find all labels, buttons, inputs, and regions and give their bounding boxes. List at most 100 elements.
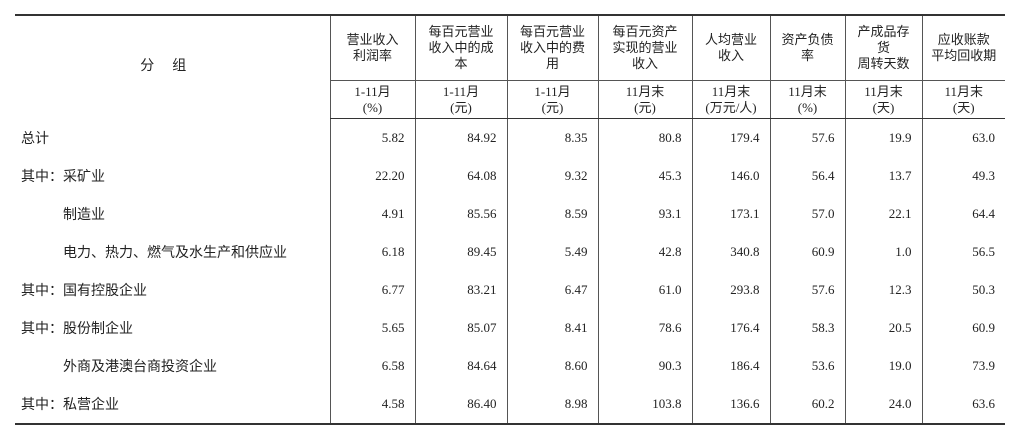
row-label: 其中：股份制企业: [21, 322, 133, 337]
cell-value: 85.07: [414, 309, 507, 347]
header-line: 实现的营业: [612, 40, 678, 55]
cell-value: 86.40: [414, 385, 507, 425]
header-line: 人均营业: [704, 32, 757, 47]
cell-value: 84.92: [414, 118, 507, 157]
unit: (天): [872, 99, 895, 115]
row-label: 总计: [21, 131, 49, 147]
cell-value: 24.0: [844, 385, 922, 425]
unit: (%): [797, 99, 818, 115]
unit-header: 1-11月 (元): [506, 80, 598, 119]
header-line: 产成品存: [857, 24, 910, 39]
column-header: 营业收入 利润率: [329, 14, 415, 81]
column-header: 应收账款 平均回收期: [921, 14, 1005, 81]
cell-value: 60.9: [921, 309, 1005, 347]
header-line: 收入: [631, 56, 658, 71]
header-line: 用: [545, 56, 559, 71]
cell-value: 83.21: [414, 271, 507, 309]
header-line: 利润率: [352, 48, 392, 63]
unit: (万元/人): [705, 99, 757, 115]
header-line: 率: [800, 48, 814, 63]
row-label: 其中：采矿业: [21, 170, 105, 185]
cell-value: 49.3: [921, 157, 1005, 195]
cell-value: 57.6: [769, 118, 845, 157]
header-line: 每百元资产: [612, 24, 678, 39]
header-line: 收入中的成: [428, 40, 494, 55]
cell-value: 8.59: [506, 195, 598, 233]
cell-value: 6.58: [329, 347, 415, 385]
cell-value: 8.60: [506, 347, 598, 385]
cell-value: 84.64: [414, 347, 507, 385]
cell-value: 53.6: [769, 347, 845, 385]
cell-value: 63.6: [921, 385, 1005, 425]
header-line: 营业收入: [346, 32, 399, 47]
header-line: 每百元营业: [519, 24, 585, 39]
column-header: 资产负债率: [769, 14, 845, 81]
cell-value: 4.58: [329, 385, 415, 425]
unit-header: 1-11月 (元): [414, 80, 507, 119]
cell-value: 56.5: [921, 233, 1005, 271]
cell-value: 93.1: [597, 195, 692, 233]
cell-value: 58.3: [769, 309, 845, 347]
cell-value: 103.8: [597, 385, 692, 425]
table-row: 电力、热力、燃气及水生产和供应业 6.18 89.45 5.49 42.8 340.8 60…: [15, 233, 1005, 271]
period: 11月末: [788, 83, 827, 99]
cell-value: 8.35: [506, 118, 598, 157]
table-row: 总计 5.82 84.92 8.35 80.8 179.4 57.6 19.9 63.0: [15, 118, 1005, 157]
cell-value: 136.6: [691, 385, 770, 425]
header-line: 资产负债: [781, 32, 834, 47]
unit-header: 11月末 (天): [921, 80, 1005, 119]
cell-value: 20.5: [844, 309, 922, 347]
column-header: 人均营业 收入: [691, 14, 770, 81]
unit: (元): [541, 99, 564, 115]
column-header: 产成品存货周转天数: [844, 14, 922, 81]
header-line: 应收账款: [937, 32, 990, 47]
header-line: 收入中的费: [519, 40, 585, 55]
table-row: 其中：国有控股企业 6.77 83.21 6.47 61.0 293.8 57.6 12.3 5…: [15, 271, 1005, 309]
cell-value: 4.91: [329, 195, 415, 233]
cell-value: 63.0: [921, 118, 1005, 157]
period: 11月末: [944, 83, 984, 99]
cell-value: 176.4: [691, 309, 770, 347]
cell-value: 8.41: [506, 309, 598, 347]
row-label: 制造业: [63, 208, 105, 223]
cell-value: 179.4: [691, 118, 770, 157]
cell-value: 12.3: [844, 271, 922, 309]
cell-value: 293.8: [691, 271, 770, 309]
cell-value: 64.08: [414, 157, 507, 195]
table-row: 其中：采矿业 22.20 64.08 9.32 45.3 146.0 56.4 13.7 49.…: [15, 157, 1005, 195]
cell-value: 9.32: [506, 157, 598, 195]
group-header: 分组: [15, 14, 330, 119]
cell-value: 56.4: [769, 157, 845, 195]
cell-value: 8.98: [506, 385, 598, 425]
cell-value: 85.56: [414, 195, 507, 233]
cell-value: 89.45: [414, 233, 507, 271]
unit: (%): [362, 99, 383, 115]
unit: (元): [450, 99, 472, 115]
cell-value: 57.0: [769, 195, 845, 233]
table-row: 制造业 4.91 85.56 8.59 93.1 173.1 57.0 22.1 64.4: [15, 195, 1005, 233]
header-line: 每百元营业: [428, 24, 494, 39]
cell-value: 61.0: [597, 271, 692, 309]
column-header: 每百元营业 收入中的成本: [414, 14, 507, 81]
cell-value: 80.8: [597, 118, 692, 157]
cell-value: 5.82: [329, 118, 415, 157]
row-label: 电力、热力、燃气及水生产和供应业: [63, 246, 287, 261]
cell-value: 60.2: [769, 385, 845, 425]
row-label: 其中：国有控股企业: [21, 284, 147, 299]
column-header: 每百元资产 实现的营业 收入: [597, 14, 692, 81]
table-row: 外商及港澳台商投资企业 6.58 84.64 8.60 90.3 186.4 53.6 19.…: [15, 347, 1005, 385]
cell-value: 5.65: [329, 309, 415, 347]
cell-value: 64.4: [921, 195, 1005, 233]
unit: (元): [634, 99, 656, 115]
table-row: 其中：股份制企业 5.65 85.07 8.41 78.6 176.4 58.3 20.5 60…: [15, 309, 1005, 347]
unit-header: 11月末 (元): [597, 80, 692, 119]
cell-value: 6.18: [329, 233, 415, 271]
cell-value: 50.3: [921, 271, 1005, 309]
unit-header: 11月末 (天): [844, 80, 922, 119]
header-line: 平均回收期: [931, 48, 997, 63]
cell-value: 42.8: [597, 233, 692, 271]
period: 1-11月: [534, 83, 571, 99]
cell-value: 73.9: [921, 347, 1005, 385]
table-row: 其中：私营企业 4.58 86.40 8.98 103.8 136.6 60.2 24.0 63…: [15, 385, 1005, 425]
